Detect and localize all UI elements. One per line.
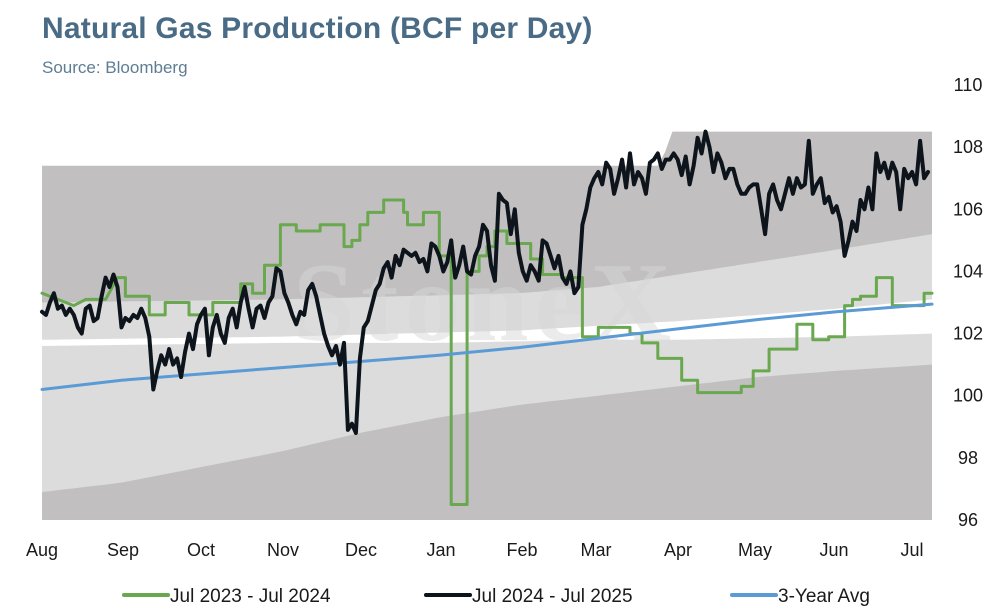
x-tick-label: Sep	[107, 540, 139, 560]
center-range-band	[42, 299, 932, 346]
legend-label: Jul 2023 - Jul 2024	[170, 586, 331, 607]
inner-range-band	[42, 234, 932, 492]
x-tick-label: Apr	[664, 540, 692, 560]
legend-item: 3-Year Avg	[730, 586, 870, 607]
y-tick-label: 96	[958, 510, 978, 530]
series-line-3-year-avg	[40, 302, 934, 391]
legend: Jul 2023 - Jul 2024 Jul 2024 - Jul 2025 3-…	[122, 586, 870, 607]
y-tick-label: 98	[958, 448, 978, 468]
x-tick-label: Oct	[187, 540, 215, 560]
chart-title: Natural Gas Production (BCF per Day)	[42, 12, 593, 45]
series-line-jul-2023-jul-2024	[40, 198, 934, 506]
series-line-jul-2024-jul-2025	[40, 129, 930, 435]
x-axis-ticks: Aug Sep Oct Nov Dec Jan Feb Mar Apr May Jun Jul	[26, 540, 924, 560]
chart-subtitle: Source: Bloomberg	[42, 58, 188, 77]
x-tick-label: Aug	[26, 540, 58, 560]
y-tick-label: 100	[953, 386, 983, 406]
legend-label: 3-Year Avg	[778, 586, 870, 607]
legend-item: Jul 2024 - Jul 2025	[424, 586, 633, 607]
y-tick-label: 110	[954, 75, 983, 95]
x-tick-label: Mar	[581, 540, 612, 560]
y-tick-label: 102	[953, 324, 983, 344]
legend-label: Jul 2024 - Jul 2025	[472, 586, 633, 607]
seasonal-range-bands	[42, 131, 932, 520]
watermark: StoneX	[293, 241, 677, 365]
legend-item: Jul 2023 - Jul 2024	[122, 586, 331, 607]
y-axis-ticks: 96 98 100 102 104 106 108 110	[953, 75, 983, 530]
series-lines	[40, 129, 934, 506]
y-tick-label: 104	[953, 261, 983, 281]
x-tick-label: Dec	[345, 540, 377, 560]
x-tick-label: Feb	[506, 540, 537, 560]
x-tick-label: Jul	[900, 540, 923, 560]
x-tick-label: May	[738, 540, 772, 560]
x-tick-label: Jan	[426, 540, 455, 560]
x-tick-label: Nov	[267, 540, 299, 560]
y-tick-label: 106	[953, 199, 983, 219]
x-tick-label: Jun	[819, 540, 848, 560]
y-tick-label: 108	[953, 137, 983, 157]
